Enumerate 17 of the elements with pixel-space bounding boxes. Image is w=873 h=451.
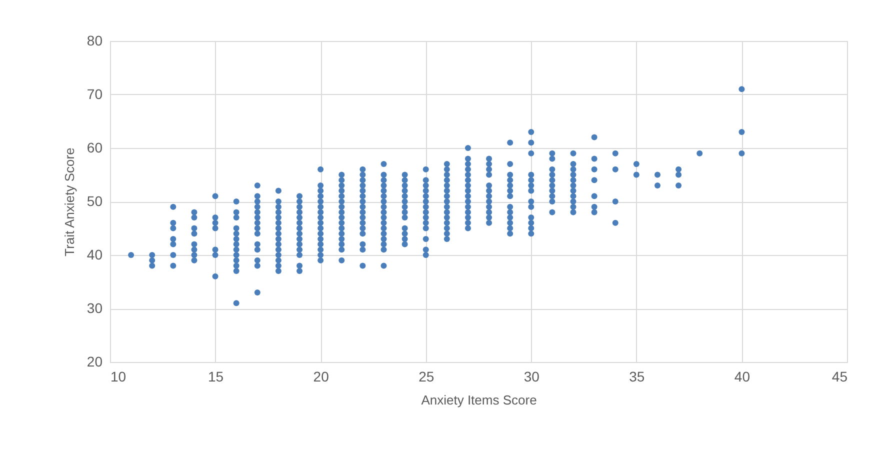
x-tick-label: 45 <box>832 368 848 384</box>
x-axis-title: Anxiety Items Score <box>421 392 537 408</box>
x-tick-label: 40 <box>734 368 750 384</box>
x-tick-label: 15 <box>208 368 224 384</box>
y-tick-label: 70 <box>86 86 103 102</box>
x-tick-label: 10 <box>110 368 126 384</box>
x-tick-label: 25 <box>418 368 434 384</box>
y-tick-label: 50 <box>86 193 103 209</box>
y-tick-label: 20 <box>86 354 103 370</box>
y-tick-label: 40 <box>86 246 103 262</box>
x-tick-label: 30 <box>524 368 540 384</box>
y-tick-label: 30 <box>86 300 103 316</box>
y-axis-title: Trait Anxiety Score <box>62 148 77 256</box>
x-tick-label: 20 <box>313 368 330 384</box>
x-tick-label: 35 <box>629 368 645 384</box>
y-tick-label: 60 <box>86 140 103 156</box>
y-tick-label: 80 <box>86 32 103 48</box>
